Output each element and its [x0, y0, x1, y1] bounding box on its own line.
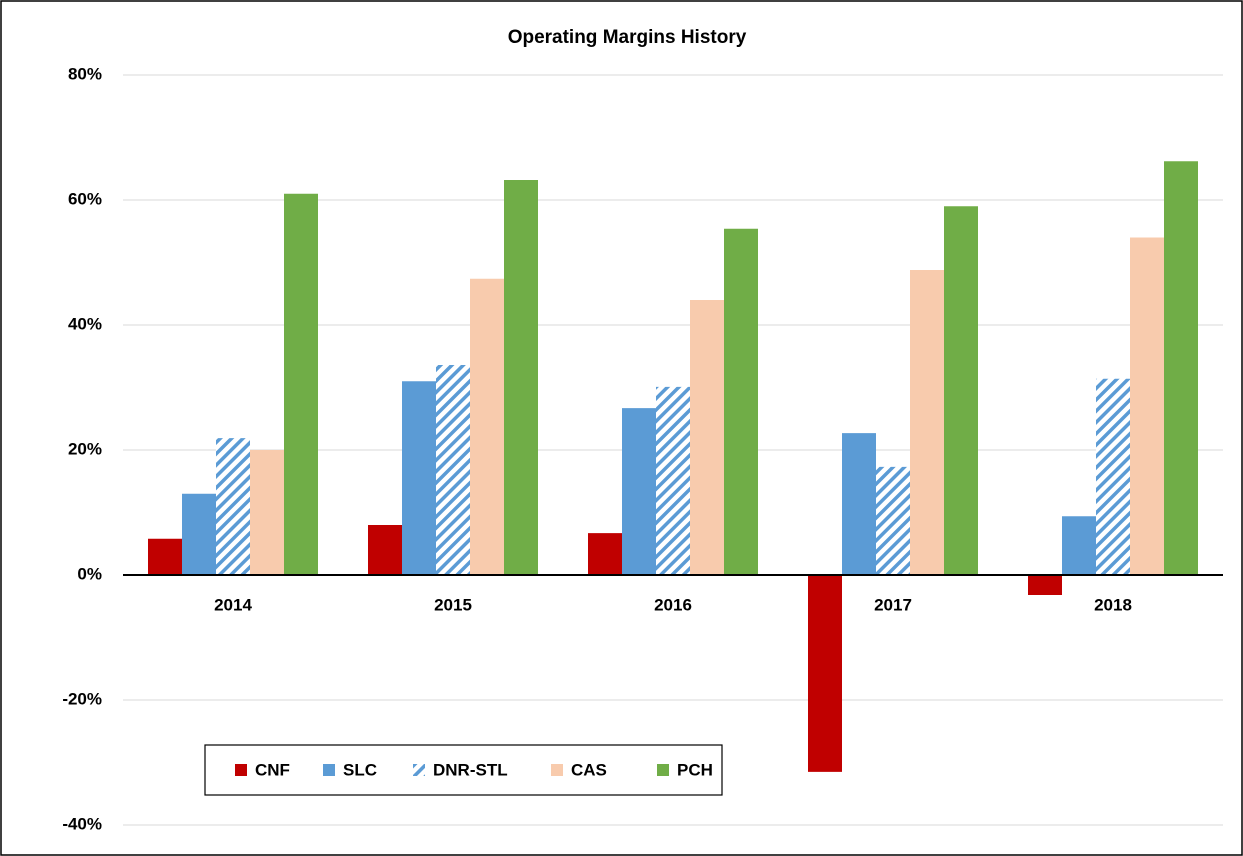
bar	[910, 270, 944, 575]
x-tick-label: 2017	[874, 595, 912, 614]
bar	[588, 533, 622, 575]
y-tick-label: -40%	[62, 814, 102, 833]
bar	[808, 575, 842, 772]
bar	[656, 386, 690, 575]
legend-swatch	[551, 764, 563, 776]
legend-label: CAS	[571, 760, 607, 779]
y-tick-label: 20%	[68, 439, 102, 458]
bar	[148, 538, 182, 575]
x-tick-label: 2015	[434, 595, 472, 614]
bar	[368, 525, 402, 575]
bar	[1164, 161, 1198, 575]
bar	[436, 365, 470, 575]
legend-box	[204, 744, 723, 796]
bar	[842, 433, 876, 575]
bar	[1130, 237, 1164, 575]
chart-title: Operating Margins History	[508, 27, 747, 48]
bar	[724, 228, 758, 575]
bar	[622, 408, 656, 575]
bar	[402, 381, 436, 575]
bar	[690, 300, 724, 575]
legend-swatch	[235, 764, 247, 776]
bar	[182, 493, 216, 575]
bar	[944, 206, 978, 575]
bar	[470, 278, 504, 575]
legend-label: SLC	[343, 760, 377, 779]
bar	[1096, 378, 1130, 575]
legend-swatch	[323, 764, 335, 776]
y-tick-label: 40%	[68, 314, 102, 333]
bar	[876, 466, 910, 575]
y-tick-label: 0%	[77, 564, 102, 583]
bar	[1062, 516, 1096, 575]
bar	[216, 438, 250, 575]
bar	[250, 450, 284, 575]
y-tick-label: 60%	[68, 189, 102, 208]
legend-swatch	[413, 764, 425, 776]
y-tick-label: -20%	[62, 689, 102, 708]
x-tick-label: 2018	[1094, 595, 1132, 614]
x-tick-label: 2014	[214, 595, 252, 614]
legend-swatch	[657, 764, 669, 776]
bar	[1028, 575, 1062, 595]
legend-label: CNF	[255, 760, 290, 779]
legend-label: DNR-STL	[433, 760, 508, 779]
bar	[504, 180, 538, 575]
x-tick-label: 2016	[654, 595, 692, 614]
y-tick-label: 80%	[68, 64, 102, 83]
bar	[284, 193, 318, 575]
legend-label: PCH	[677, 760, 713, 779]
